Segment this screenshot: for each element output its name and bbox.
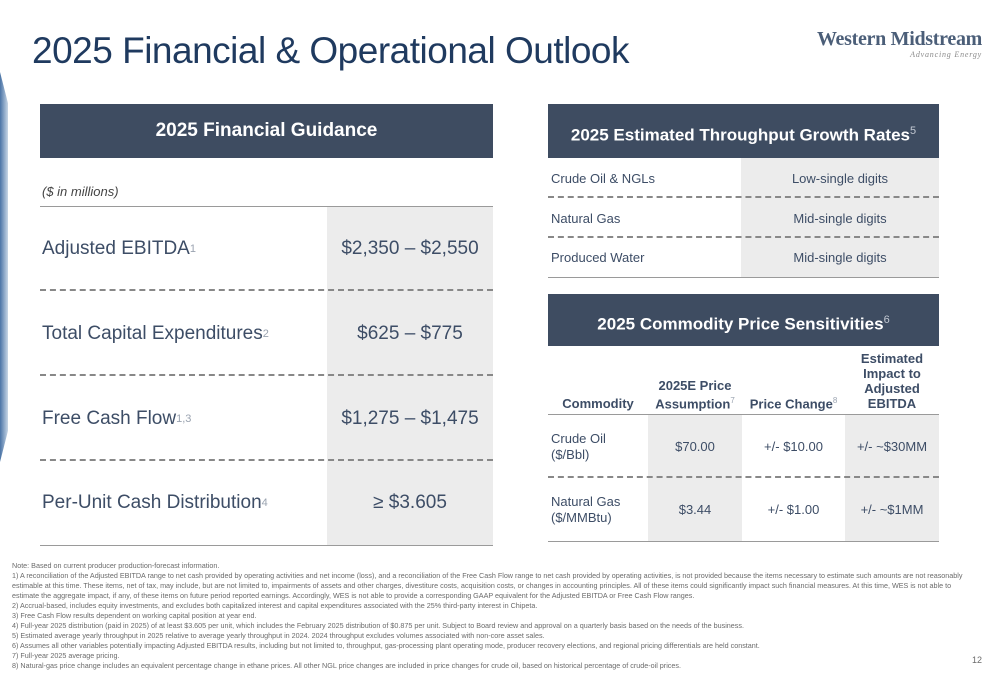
footnote: 6) Assumes all other variables potential…	[12, 641, 760, 650]
footnote-ref: 1	[189, 243, 196, 255]
footnote-ref: 8	[832, 395, 838, 405]
footnote-ref: 2	[262, 327, 269, 340]
footnote-ref: 4	[261, 497, 268, 509]
table-row: Adjusted EBITDA 1 $2,350 – $2,550	[40, 206, 493, 291]
row-label: Per-Unit Cash Distribution 4	[40, 461, 327, 545]
row-label: Free Cash Flow 1,3	[40, 376, 327, 461]
price-cell: $3.44	[648, 478, 742, 541]
row-label: Produced Water	[551, 250, 645, 265]
row-label: Natural Gas	[551, 210, 621, 226]
table-header-row: Commodity 2025E Price Assumption7 Price …	[548, 346, 939, 414]
change-cell: +/- $1.00	[767, 502, 820, 517]
logo-tagline: Advancing Energy	[910, 50, 982, 59]
column-header-price-change: Price Change8	[742, 346, 845, 414]
commodity-cell: Natural Gas ($/MMBtu)	[548, 478, 648, 541]
company-logo: Western Midstream Advancing Energy	[817, 28, 982, 59]
throughput-panel: 2025 Estimated Throughput Growth Rates5 …	[548, 104, 939, 278]
footnote: 4) Full-year 2025 distribution (paid in …	[12, 621, 744, 630]
financial-guidance-header: 2025 Financial Guidance	[40, 104, 493, 158]
footnote: 3) Free Cash Flow results dependent on w…	[12, 611, 257, 620]
impact-cell: +/- ~$1MM	[845, 478, 939, 541]
page-title: 2025 Financial & Operational Outlook	[32, 30, 629, 71]
table-row: Natural Gas ($/MMBtu) $3.44 +/- $1.00 +/-…	[548, 478, 939, 542]
row-value: Mid-single digits	[741, 238, 939, 277]
row-value: $2,350 – $2,550	[327, 207, 493, 291]
decorative-side-bar	[0, 72, 8, 462]
financial-guidance-panel: 2025 Financial Guidance ($ in millions) …	[40, 104, 493, 546]
footnote: 2) Accrual-based, includes equity invest…	[12, 601, 538, 610]
footnote: Note: Based on current producer producti…	[12, 561, 220, 570]
footnote-ref: 6	[883, 314, 890, 326]
column-header-text: Commodity	[562, 396, 634, 411]
logo-name: Western Midstream	[816, 28, 982, 50]
footnote: 1) A reconciliation of the Adjusted EBIT…	[12, 571, 963, 600]
footnote: 5) Estimated average yearly throughput i…	[12, 631, 545, 640]
table-row: Free Cash Flow 1,3 $1,275 – $1,475	[40, 376, 493, 461]
commodity-cell: Crude Oil ($/Bbl)	[548, 415, 648, 478]
row-label: Crude Oil & NGLs	[551, 170, 656, 186]
table-row: Produced Water Mid-single digits	[548, 238, 939, 278]
footnote: 7) Full-year 2025 average pricing.	[12, 651, 120, 660]
commodity-unit: ($/Bbl)	[551, 446, 590, 462]
row-value: Low-single digits	[741, 158, 939, 198]
column-header-commodity: Commodity	[548, 346, 648, 414]
row-label-text: Adjusted EBITDA	[42, 238, 190, 259]
table-row: Natural Gas Mid-single digits	[548, 198, 939, 238]
change-cell: +/- $10.00	[764, 439, 823, 454]
sensitivities-panel: 2025 Commodity Price Sensitivities6 Comm…	[548, 294, 939, 542]
table-row: Crude Oil ($/Bbl) $70.00 +/- $10.00 +/- ~…	[548, 414, 939, 478]
column-header-text: Estimated Impact to Adjusted EBITDA	[860, 351, 924, 411]
column-header-impact: Estimated Impact to Adjusted EBITDA	[845, 346, 939, 414]
table-row: Crude Oil & NGLs Low-single digits	[548, 158, 939, 198]
page-number: 12	[971, 655, 982, 665]
row-label: Adjusted EBITDA 1	[40, 207, 327, 291]
throughput-header: 2025 Estimated Throughput Growth Rates5	[548, 104, 939, 158]
sensitivities-header: 2025 Commodity Price Sensitivities6	[548, 294, 939, 346]
footnote: 8) Natural-gas price change includes an …	[12, 661, 681, 670]
price-cell: $70.00	[648, 415, 742, 478]
row-label-text: Total Capital Expenditures	[42, 322, 263, 344]
row-value: ≥ $3.605	[327, 461, 493, 545]
column-header-price-assumption: 2025E Price Assumption7	[648, 346, 742, 414]
row-value: Mid-single digits	[741, 198, 939, 238]
row-value: $625 – $775	[327, 291, 493, 376]
sensitivities-header-text: 2025 Commodity Price Sensitivities	[597, 314, 884, 334]
row-label: Total Capital Expenditures 2	[40, 291, 327, 376]
row-label-text: Per-Unit Cash Distribution	[42, 492, 262, 513]
table-row: Total Capital Expenditures 2 $625 – $775	[40, 291, 493, 376]
units-note: ($ in millions)	[40, 158, 493, 206]
footnotes: Note: Based on current producer producti…	[12, 561, 974, 671]
commodity-name: Natural Gas	[551, 493, 621, 509]
footnote-ref: 1,3	[176, 412, 192, 425]
commodity-unit: ($/MMBtu)	[551, 509, 612, 525]
commodity-name: Crude Oil	[551, 430, 606, 446]
column-header-text: Price Change	[749, 396, 833, 411]
column-header-text: 2025E Price Assumption	[655, 377, 732, 411]
impact-cell: +/- ~$30MM	[845, 415, 939, 478]
row-label-text: Free Cash Flow	[42, 407, 177, 429]
row-value: $1,275 – $1,475	[327, 376, 493, 461]
units-label: ($ in millions)	[42, 184, 119, 199]
footnote-ref: 7	[730, 395, 735, 405]
table-row: Per-Unit Cash Distribution 4 ≥ $3.605	[40, 461, 493, 546]
throughput-header-text: 2025 Estimated Throughput Growth Rates	[570, 125, 910, 145]
footnote-ref: 5	[909, 125, 917, 137]
